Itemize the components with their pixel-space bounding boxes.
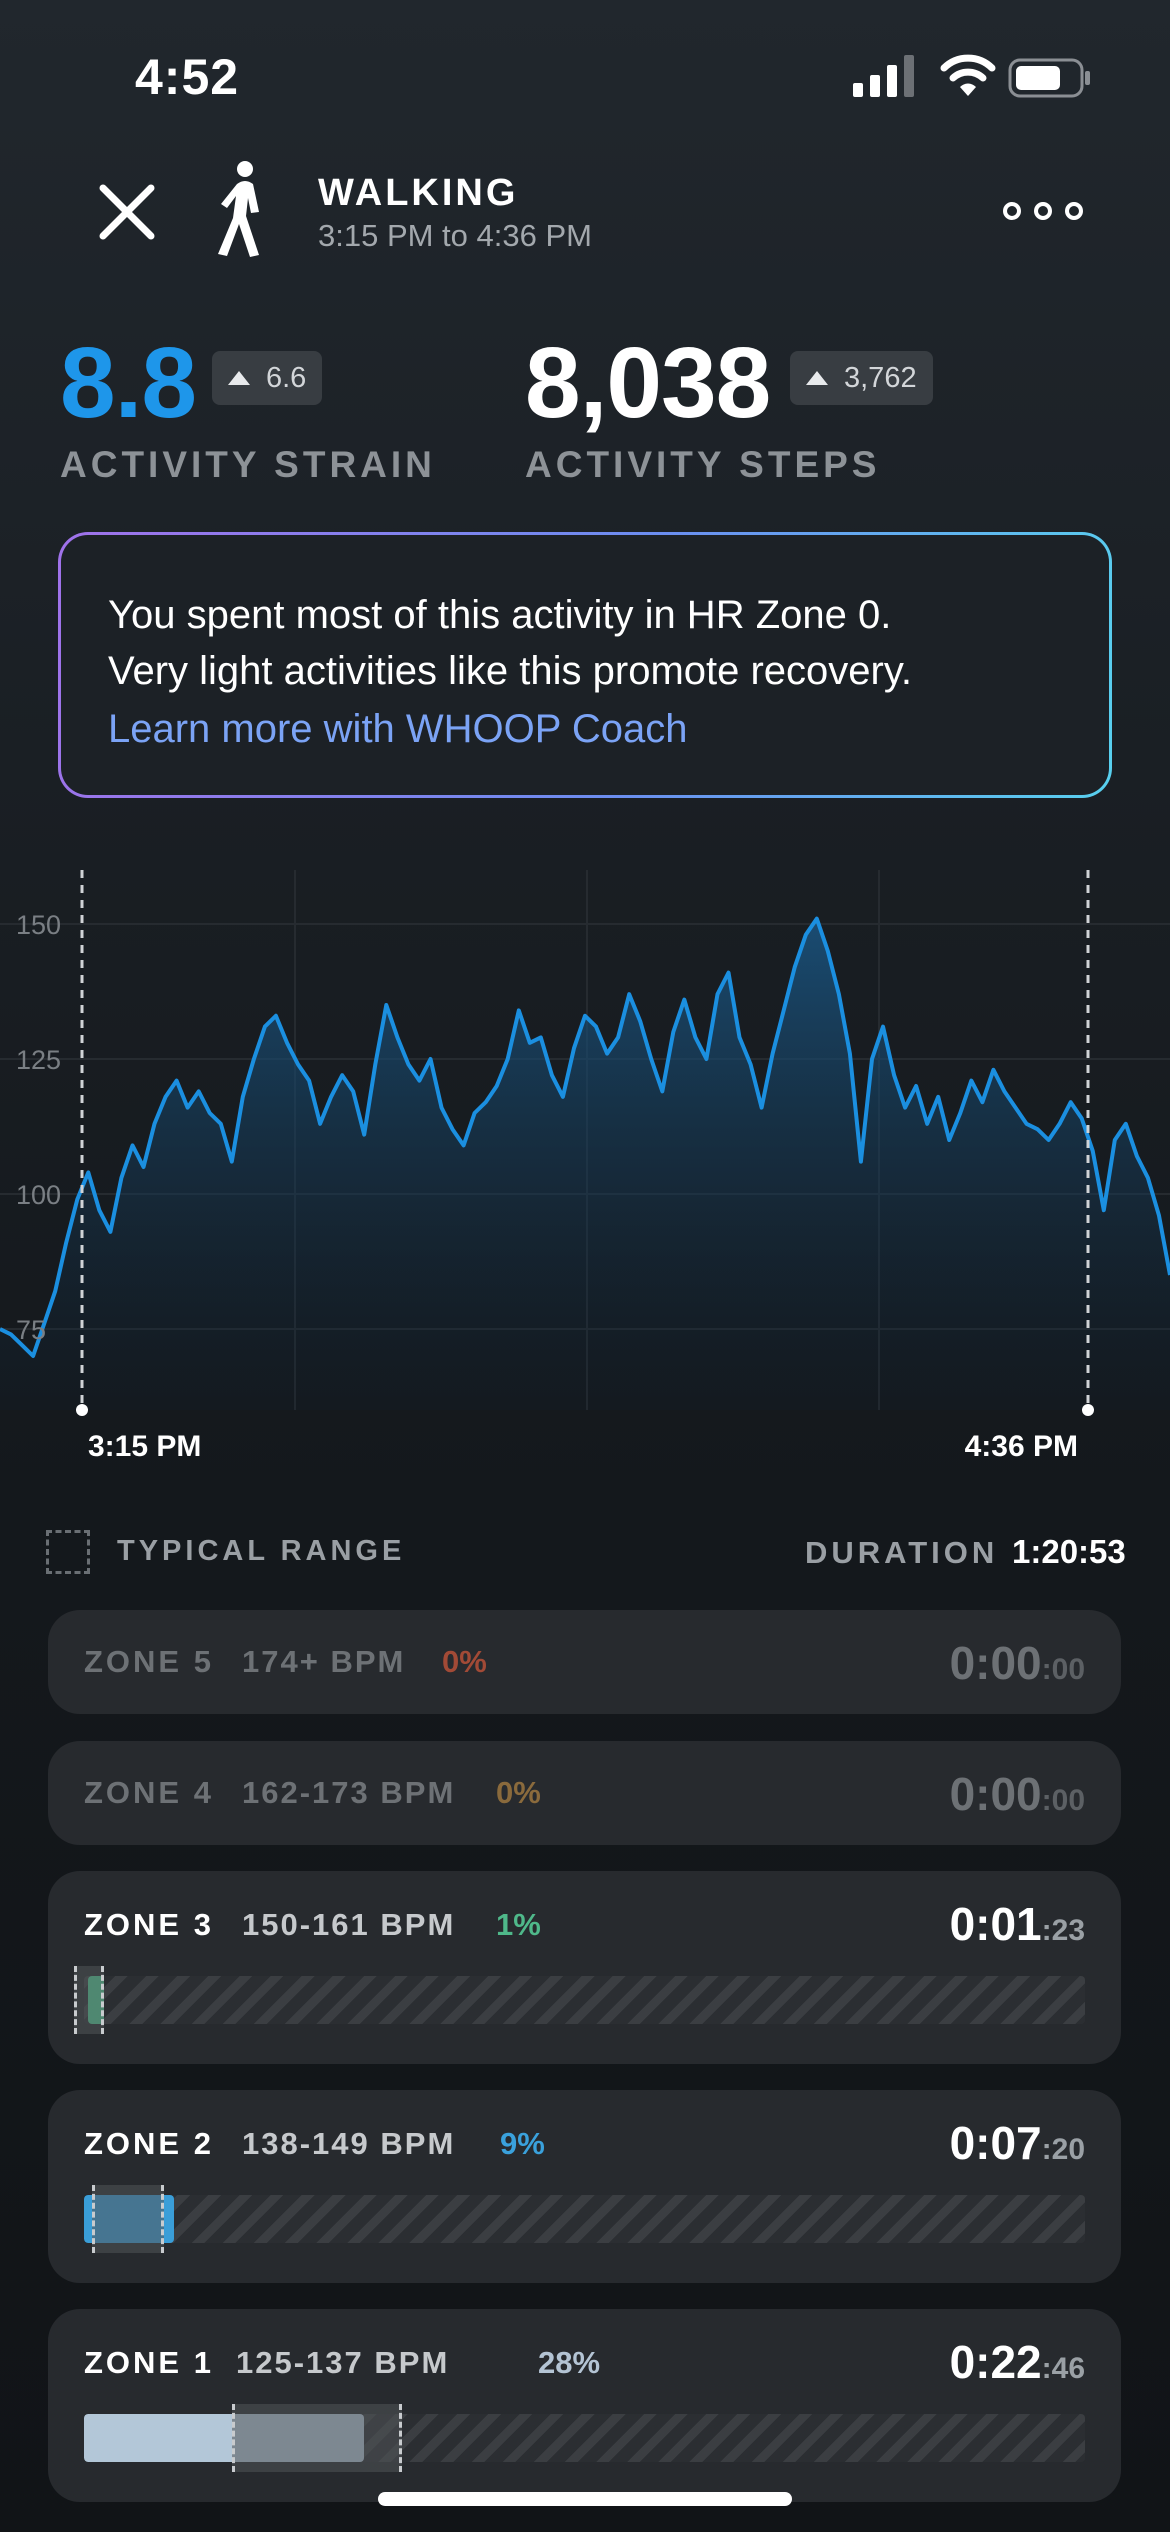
coach-link[interactable]: Learn more with WHOOP Coach bbox=[108, 707, 688, 751]
steps-label: ACTIVITY STEPS bbox=[525, 444, 881, 485]
zone-time: 0:01:23 bbox=[950, 1897, 1085, 1951]
more-icon-dot bbox=[1065, 202, 1083, 220]
activity-title: WALKING bbox=[318, 172, 519, 214]
marker-dot bbox=[76, 1404, 88, 1416]
zone-2-row[interactable]: ZONE 2 138-149 BPM 9% 0:07:20 bbox=[48, 2090, 1121, 2283]
end-time-label: 4:36 PM bbox=[965, 1430, 1078, 1463]
zone-time-seconds: :46 bbox=[1041, 2352, 1085, 2385]
close-button[interactable] bbox=[95, 180, 159, 244]
y-tick-label: 75 bbox=[16, 1315, 46, 1345]
zone-3-row[interactable]: ZONE 3 150-161 BPM 1% 0:01:23 bbox=[48, 1871, 1121, 2064]
steps-delta-badge: 3,762 bbox=[790, 351, 933, 405]
y-tick-label: 125 bbox=[16, 1045, 61, 1075]
zone-time-main: 0:00 bbox=[949, 1637, 1042, 1689]
zone-bpm: 125-137 BPM bbox=[236, 2345, 450, 2380]
coach-text-line-1: You spent most of this activity in HR Zo… bbox=[108, 593, 892, 637]
more-icon-dot bbox=[1003, 202, 1021, 220]
coach-insight-card: You spent most of this activity in HR Zo… bbox=[58, 532, 1112, 798]
zone-progress-bar bbox=[84, 2195, 1085, 2243]
up-arrow-icon bbox=[228, 371, 250, 385]
up-arrow-icon bbox=[806, 371, 828, 385]
walking-icon bbox=[218, 161, 259, 257]
typical-range-marker bbox=[92, 2185, 164, 2253]
zone-percent: 0% bbox=[442, 1644, 487, 1679]
heart-rate-line bbox=[0, 916, 1170, 1358]
steps-delta: 3,762 bbox=[844, 361, 917, 394]
duration-value: 1:20:53 bbox=[1012, 1533, 1126, 1570]
zone-time-seconds: :20 bbox=[1041, 2133, 1085, 2166]
duration-label: DURATION bbox=[805, 1535, 999, 1570]
typical-range-swatch bbox=[46, 1530, 90, 1574]
cellular-signal-icon bbox=[853, 55, 914, 97]
more-options-button[interactable] bbox=[1003, 196, 1083, 226]
wifi-icon bbox=[940, 54, 996, 96]
zone-time-main: 0:22 bbox=[949, 2336, 1042, 2388]
zone-bpm: 138-149 BPM bbox=[242, 2126, 456, 2161]
zone-name: ZONE 2 bbox=[84, 2126, 214, 2161]
heart-rate-area bbox=[0, 918, 1170, 1410]
activity-time-range: 3:15 PM to 4:36 PM bbox=[318, 218, 592, 253]
zone-time: 0:22:46 bbox=[950, 2335, 1085, 2389]
zone-percent: 9% bbox=[500, 2126, 545, 2161]
strain-delta-badge: 6.6 bbox=[212, 351, 323, 405]
zone-percent: 1% bbox=[496, 1907, 541, 1942]
zone-name: ZONE 5 bbox=[84, 1644, 214, 1679]
y-tick-label: 100 bbox=[16, 1180, 61, 1210]
zone-progress-bar bbox=[84, 1976, 1085, 2024]
status-time: 4:52 bbox=[135, 49, 240, 105]
zone-time-seconds: :23 bbox=[1041, 1914, 1085, 1947]
zone-time: 0:00:00 bbox=[950, 1636, 1085, 1690]
y-tick-label: 150 bbox=[16, 910, 61, 940]
zone-bpm: 174+ BPM bbox=[242, 1644, 406, 1679]
battery-icon bbox=[1008, 58, 1090, 98]
typical-range-label: TYPICAL RANGE bbox=[117, 1535, 406, 1567]
strain-delta: 6.6 bbox=[266, 361, 307, 394]
zone-name: ZONE 1 bbox=[84, 2345, 214, 2380]
steps-value: 8,038 bbox=[525, 327, 771, 439]
coach-text-line-2: Very light activities like this promote … bbox=[108, 649, 913, 693]
more-icon-dot bbox=[1034, 202, 1052, 220]
zone-time-seconds: :00 bbox=[1041, 1653, 1085, 1686]
zone-time: 0:07:20 bbox=[950, 2116, 1085, 2170]
zone-1-row[interactable]: ZONE 1 125-137 BPM 28% 0:22:46 bbox=[48, 2309, 1121, 2502]
zone-time-main: 0:00 bbox=[949, 1768, 1042, 1820]
zone-4-row[interactable]: ZONE 4 162-173 BPM 0% 0:00:00 bbox=[48, 1741, 1121, 1845]
zone-bpm: 162-173 BPM bbox=[242, 1775, 456, 1810]
marker-dot bbox=[1082, 1404, 1094, 1416]
zone-time-main: 0:01 bbox=[949, 1898, 1042, 1950]
zone-time-seconds: :00 bbox=[1041, 1784, 1085, 1817]
typical-range-marker bbox=[74, 1966, 104, 2034]
home-indicator[interactable] bbox=[378, 2492, 792, 2506]
zone-5-row[interactable]: ZONE 5 174+ BPM 0% 0:00:00 bbox=[48, 1610, 1121, 1714]
strain-value: 8.8 bbox=[60, 327, 197, 439]
zone-percent: 0% bbox=[496, 1775, 541, 1810]
zone-time: 0:00:00 bbox=[950, 1767, 1085, 1821]
start-time-label: 3:15 PM bbox=[88, 1430, 201, 1463]
zone-name: ZONE 3 bbox=[84, 1907, 214, 1942]
zone-percent: 28% bbox=[538, 2345, 601, 2380]
zone-time-main: 0:07 bbox=[949, 2117, 1042, 2169]
typical-range-marker bbox=[232, 2404, 402, 2472]
heart-rate-chart[interactable]: 150 125 100 75 3:15 PM 4:36 PM bbox=[0, 850, 1170, 1470]
zone-bpm: 150-161 BPM bbox=[242, 1907, 456, 1942]
strain-label: ACTIVITY STRAIN bbox=[60, 444, 436, 485]
zone-name: ZONE 4 bbox=[84, 1775, 214, 1810]
